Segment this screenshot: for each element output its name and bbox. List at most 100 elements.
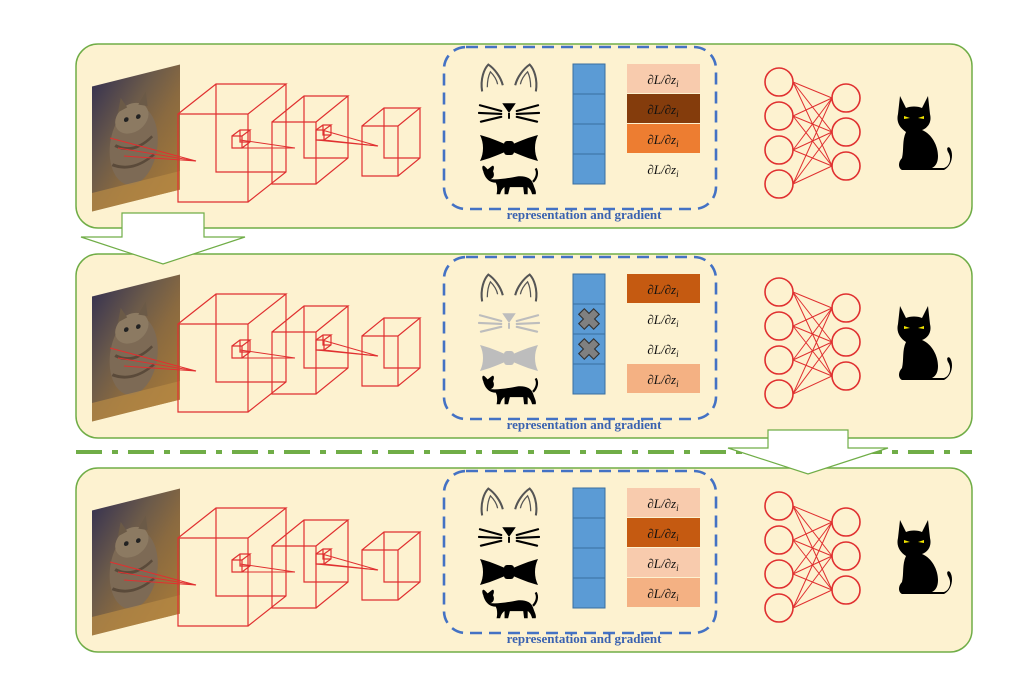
- projection-line: [123, 155, 197, 162]
- fc-connection: [792, 307, 833, 361]
- input-cat-photo: [92, 487, 180, 638]
- representation-cell: [572, 487, 606, 519]
- representation-cell: [572, 517, 606, 549]
- gradient-subscript: i: [676, 503, 679, 513]
- fc-connection: [792, 131, 833, 185]
- representation-cell: [572, 273, 606, 305]
- gradient-subscript: i: [676, 563, 679, 573]
- gradient-subscript: i: [676, 289, 679, 299]
- projection-line: [239, 139, 296, 149]
- panel-middle: ∂L/∂zi ∂L/∂zi ∂L/∂zi ∂L/∂zi representation a…: [92, 255, 952, 432]
- fc-connection: [792, 97, 833, 151]
- fc-connection: [792, 555, 833, 609]
- representation-cell: [572, 153, 606, 185]
- fc-connection: [792, 521, 833, 609]
- fc-connection: [792, 307, 833, 395]
- projection-line: [239, 563, 296, 573]
- gradient-label: ∂L/∂zi: [647, 72, 679, 89]
- fc-neuron: [831, 507, 861, 537]
- fc-connection: [792, 505, 833, 523]
- fc-connection: [792, 589, 833, 609]
- fc-connection: [792, 375, 833, 395]
- gradient-label: ∂L/∂zi: [647, 282, 679, 299]
- gradient-label: ∂L/∂zi: [647, 586, 679, 603]
- representation-box: [442, 469, 718, 635]
- gradient-subscript: i: [676, 593, 679, 603]
- gradient-cell: [627, 274, 700, 303]
- fc-neuron: [764, 559, 794, 589]
- conv-layer-2: [271, 519, 350, 609]
- projection-line: [117, 571, 197, 586]
- panel-bottom: ∂L/∂zi ∂L/∂zi ∂L/∂zi ∂L/∂zi representation a…: [92, 469, 952, 646]
- fc-neuron: [831, 151, 861, 181]
- projection-line: [109, 561, 197, 586]
- fc-neuron: [831, 361, 861, 391]
- projection-line: [117, 147, 197, 162]
- gradient-cell: [627, 548, 700, 577]
- caption-representation-gradient: representation and gradient: [507, 417, 662, 432]
- gradient-subscript: i: [676, 533, 679, 543]
- caption-representation-gradient: representation and gradient: [507, 207, 662, 222]
- gradient-subscript: i: [676, 379, 679, 389]
- fc-neuron: [831, 327, 861, 357]
- conv-layer-2: [271, 305, 350, 395]
- representation-cell: [572, 123, 606, 155]
- gradient-label: ∂L/∂zi: [647, 132, 679, 149]
- gradient-label: ∂L/∂zi: [647, 312, 679, 329]
- fc-neuron: [831, 83, 861, 113]
- representation-cell: [572, 547, 606, 579]
- gradient-subscript: i: [676, 139, 679, 149]
- arrow-top-to-middle: [80, 212, 246, 265]
- fc-connection: [792, 165, 833, 185]
- caption-representation-gradient: representation and gradient: [507, 631, 662, 646]
- representation-box: [442, 255, 718, 421]
- representation-cell: [572, 93, 606, 125]
- fc-neuron: [831, 541, 861, 571]
- fc-neuron: [764, 593, 794, 623]
- gradient-cell: [627, 124, 700, 153]
- gradient-label: ∂L/∂zi: [647, 372, 679, 389]
- gradient-subscript: i: [676, 349, 679, 359]
- fc-neuron: [764, 169, 794, 199]
- gradient-label: ∂L/∂zi: [647, 162, 679, 179]
- conv-layer-2: [271, 95, 350, 185]
- conv-layer-1: [177, 507, 288, 627]
- panel-top-background: [75, 43, 973, 229]
- gradient-cell: [627, 578, 700, 607]
- fc-connection: [792, 307, 833, 327]
- fc-connection: [792, 81, 833, 99]
- gradient-cell: [627, 154, 700, 183]
- conv-layer-3: [361, 107, 422, 177]
- fc-connection: [792, 521, 833, 541]
- projection-line: [321, 553, 379, 571]
- projection-line: [323, 349, 379, 357]
- projection-line: [323, 139, 379, 147]
- conv-layer-3: [361, 317, 422, 387]
- projection-line: [323, 563, 379, 571]
- gradient-label: ∂L/∂zi: [647, 526, 679, 543]
- panel-top: ∂L/∂zi ∂L/∂zi ∂L/∂zi ∂L/∂zi representation a…: [92, 45, 952, 222]
- projection-line: [239, 349, 296, 359]
- gradient-subscript: i: [676, 319, 679, 329]
- gradient-label: ∂L/∂zi: [647, 496, 679, 513]
- panel-bottom-background: [75, 467, 973, 653]
- gradient-cell: [627, 518, 700, 547]
- conv-layer-1: [177, 293, 288, 413]
- gradient-cell: [627, 364, 700, 393]
- gradient-label: ∂L/∂zi: [647, 342, 679, 359]
- gradient-cell: [627, 488, 700, 517]
- gradient-cell: [627, 64, 700, 93]
- fc-neuron: [764, 277, 794, 307]
- fc-connection: [792, 97, 833, 117]
- panel-middle-background: [75, 253, 973, 439]
- representation-box: [442, 45, 718, 211]
- representation-cell: [572, 363, 606, 395]
- representation-cell: [572, 63, 606, 95]
- fc-neuron: [764, 345, 794, 375]
- fc-neuron: [831, 293, 861, 323]
- conv-layer-1: [177, 83, 288, 203]
- fc-neuron: [764, 525, 794, 555]
- gradient-subscript: i: [676, 169, 679, 179]
- fc-connection: [792, 97, 833, 185]
